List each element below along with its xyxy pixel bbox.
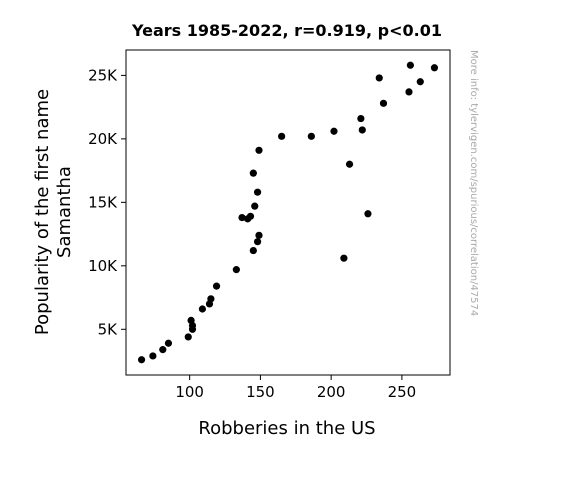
data-point	[255, 231, 263, 239]
chart-title: Years 1985-2022, r=0.919, p<0.01	[131, 21, 442, 40]
data-point	[249, 169, 257, 177]
data-point	[357, 114, 365, 123]
data-point	[238, 213, 246, 222]
y-axis: 5K 10K 15K 20K 25K	[88, 66, 126, 338]
data-point	[430, 64, 439, 72]
data-point	[232, 266, 240, 274]
data-point	[405, 88, 413, 96]
x-axis-label: Robberies in the US	[198, 418, 375, 439]
data-point	[253, 188, 262, 196]
data-point	[164, 339, 173, 347]
data-point	[358, 126, 366, 134]
y-tick-label: 10K	[88, 257, 118, 275]
y-tick-label: 5K	[98, 320, 119, 338]
y-tick-label: 25K	[88, 66, 118, 84]
plot-area	[125, 49, 451, 376]
x-tick-label: 100	[175, 383, 204, 401]
x-tick-label: 250	[388, 383, 417, 401]
data-point	[246, 212, 255, 220]
data-point	[207, 295, 215, 303]
data-point	[198, 305, 207, 313]
data-point	[187, 316, 195, 325]
data-point	[149, 352, 157, 360]
data-point	[184, 333, 192, 341]
data-point	[406, 61, 414, 69]
data-point	[278, 132, 286, 140]
data-point	[137, 356, 146, 364]
data-point	[253, 238, 262, 246]
data-point	[345, 160, 354, 168]
data-points	[137, 61, 439, 364]
data-point	[375, 74, 383, 82]
x-axis: 100 150 200 250	[175, 375, 416, 401]
y-tick-label: 20K	[88, 130, 118, 148]
data-point	[340, 254, 348, 262]
x-tick-label: 200	[317, 383, 346, 401]
data-point	[212, 282, 221, 290]
y-axis-label: Popularity of the first name Samantha	[32, 89, 75, 335]
y-tick-label: 15K	[88, 193, 118, 211]
data-point	[249, 246, 257, 255]
data-point	[416, 78, 424, 86]
watermark-text: More info: tylervigen.com/spurious/corre…	[468, 50, 479, 316]
x-tick-label: 150	[246, 383, 275, 401]
data-point	[364, 210, 372, 218]
y-axis-label-line-2: Samantha	[54, 166, 75, 258]
data-point	[251, 202, 259, 210]
data-point	[159, 346, 167, 354]
data-point	[307, 132, 315, 140]
data-point	[379, 99, 388, 107]
data-point	[330, 127, 338, 135]
y-axis-label-line-1: Popularity of the first name	[32, 89, 53, 335]
data-point	[255, 146, 263, 154]
